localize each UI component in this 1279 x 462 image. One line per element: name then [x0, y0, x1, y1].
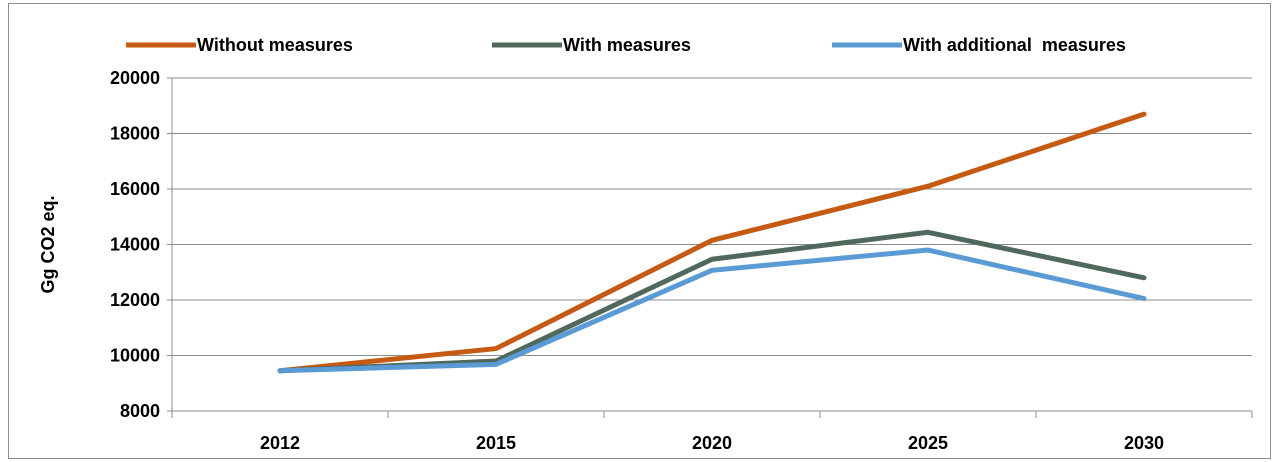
y-tick-label: 18000: [110, 124, 160, 144]
x-tick-label: 2012: [260, 433, 300, 453]
series-lines: [277, 111, 1147, 374]
x-tick-label: 2025: [908, 433, 948, 453]
series-line-0: [277, 111, 1147, 374]
y-tick-label: 8000: [120, 401, 160, 421]
legend-label-0: Without measures: [197, 35, 353, 55]
y-tick-label: 14000: [110, 235, 160, 255]
x-axis-ticks: 2012 2015 2020 2025 2030: [171, 411, 1253, 453]
y-tick-label: 10000: [110, 346, 160, 366]
y-tick-label: 20000: [110, 68, 160, 88]
legend-label-2: With additional measures: [903, 35, 1126, 55]
y-tick-label: 12000: [110, 290, 160, 310]
chart-frame: [8, 3, 1271, 459]
x-tick-label: 2030: [1124, 433, 1164, 453]
y-axis-ticks: 8000 10000 12000 14000 16000 18000 20000: [110, 68, 172, 421]
x-tick-label: 2015: [476, 433, 516, 453]
series-line-2: [277, 247, 1147, 374]
legend: Without measures With measures With additi…: [126, 35, 1126, 55]
x-tick-label: 2020: [692, 433, 732, 453]
series-line-1: [277, 229, 1147, 374]
gridlines: [172, 77, 1252, 356]
legend-label-1: With measures: [563, 35, 691, 55]
y-tick-label: 16000: [110, 179, 160, 199]
y-axis-title: Gg CO2 eq.: [38, 195, 58, 293]
